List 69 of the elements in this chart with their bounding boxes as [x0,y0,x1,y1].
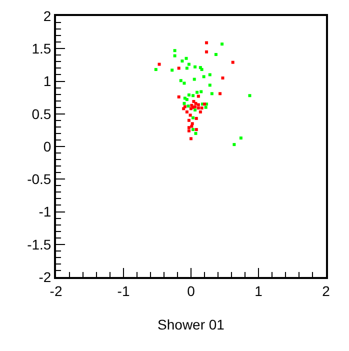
point [192,94,195,98]
point [192,78,196,81]
x-axis-title: Shower 01 [158,316,225,333]
point [196,94,200,98]
point [187,93,190,96]
point [202,75,206,78]
point [170,68,174,72]
point [194,132,198,135]
point [220,42,224,46]
y-tick-label: 2 [43,8,52,24]
point [200,106,204,110]
y-tick-label: 1 [43,73,52,90]
point [194,65,197,68]
point [158,62,161,66]
point [173,49,176,52]
y-tick-label: 0.5 [32,106,52,122]
point [208,73,212,76]
point [186,104,190,108]
y-tick-label: -1.5 [27,236,52,252]
point [177,95,180,98]
point [232,143,236,146]
x-tick-label: -1 [117,282,130,299]
point [205,50,208,54]
point [187,118,190,122]
y-tick-label: -1 [38,204,52,220]
point [185,110,188,114]
x-tick-label: 1 [254,282,263,299]
point [185,66,188,70]
point [208,84,212,87]
y-tick-label: 1.5 [32,40,52,57]
point [231,60,234,64]
point [192,128,195,132]
point [187,129,190,132]
point [177,66,180,70]
point [248,94,252,98]
point [200,90,203,94]
point [187,126,190,130]
point [194,108,197,112]
point [198,110,202,114]
point [182,102,186,105]
point [184,56,188,60]
point [210,92,214,96]
point [203,102,206,106]
point [239,136,242,140]
point [190,122,194,126]
point [192,116,195,120]
point [182,82,186,85]
point [180,60,184,63]
point [204,106,208,109]
point [205,41,208,44]
point [196,106,200,110]
point [188,114,192,117]
point [214,53,218,56]
y-tick-label: -2 [38,268,52,285]
point [221,76,224,80]
point [154,68,158,72]
point [190,137,192,140]
point [194,128,198,132]
y-tick-label: 0 [43,138,52,154]
point [196,90,199,94]
point [218,92,222,96]
point [196,103,200,106]
x-tick-label: 2 [322,282,330,299]
point [173,54,176,58]
point [179,79,182,82]
x-tick-label: 0 [187,282,196,299]
point [187,62,190,66]
y-tick-label: -0.5 [27,171,52,188]
point [194,116,198,120]
